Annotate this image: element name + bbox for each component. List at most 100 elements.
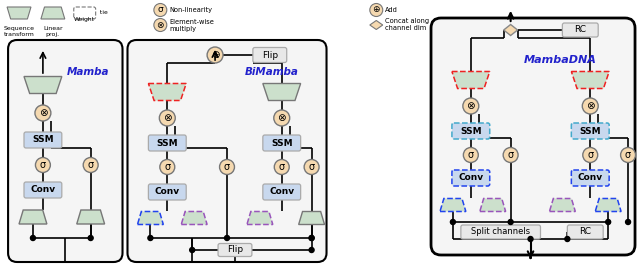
Circle shape xyxy=(88,236,93,241)
Text: SSM: SSM xyxy=(579,126,601,135)
FancyBboxPatch shape xyxy=(263,135,301,151)
Circle shape xyxy=(148,236,153,241)
Circle shape xyxy=(528,236,533,241)
Text: Sequence
transform: Sequence transform xyxy=(4,26,35,37)
FancyBboxPatch shape xyxy=(567,225,603,239)
FancyBboxPatch shape xyxy=(24,132,62,148)
Text: Flip: Flip xyxy=(262,51,278,60)
Text: ⊕: ⊕ xyxy=(211,50,220,60)
FancyBboxPatch shape xyxy=(452,170,490,186)
FancyBboxPatch shape xyxy=(572,123,609,139)
Text: σ: σ xyxy=(625,150,631,160)
Text: RC: RC xyxy=(574,25,586,34)
FancyBboxPatch shape xyxy=(253,47,287,63)
Polygon shape xyxy=(299,211,324,224)
Circle shape xyxy=(159,110,175,126)
Text: Flip: Flip xyxy=(227,245,243,254)
Polygon shape xyxy=(550,198,575,211)
Circle shape xyxy=(582,98,598,114)
Text: ⊕: ⊕ xyxy=(372,6,380,15)
Text: σ: σ xyxy=(164,162,170,172)
Polygon shape xyxy=(181,211,207,224)
Text: Concat along
channel dim: Concat along channel dim xyxy=(385,19,429,32)
FancyBboxPatch shape xyxy=(127,40,326,262)
FancyBboxPatch shape xyxy=(431,18,635,255)
Circle shape xyxy=(274,110,290,126)
Text: ⊗: ⊗ xyxy=(157,20,164,29)
Circle shape xyxy=(451,219,456,224)
Text: ⊗: ⊗ xyxy=(277,113,286,123)
Text: RC: RC xyxy=(579,227,591,236)
FancyBboxPatch shape xyxy=(148,135,186,151)
Polygon shape xyxy=(595,198,621,211)
Text: σ: σ xyxy=(224,162,230,172)
Text: Conv: Conv xyxy=(269,188,294,197)
Text: Linear
proj.: Linear proj. xyxy=(43,26,63,37)
Circle shape xyxy=(621,148,636,162)
Circle shape xyxy=(207,47,223,63)
Text: SSM: SSM xyxy=(32,135,54,144)
Text: ⊗: ⊗ xyxy=(38,108,47,118)
Circle shape xyxy=(309,248,314,253)
Polygon shape xyxy=(19,210,47,224)
Circle shape xyxy=(220,160,234,174)
Text: ⊗: ⊗ xyxy=(163,113,172,123)
FancyBboxPatch shape xyxy=(461,225,541,239)
Circle shape xyxy=(304,160,319,174)
Circle shape xyxy=(309,236,314,241)
Text: MambaDNA: MambaDNA xyxy=(524,55,597,65)
FancyBboxPatch shape xyxy=(24,182,62,198)
Circle shape xyxy=(35,157,51,173)
Text: Mamba: Mamba xyxy=(67,67,109,77)
Polygon shape xyxy=(572,72,609,89)
Text: Split channels: Split channels xyxy=(471,227,531,236)
Text: Conv: Conv xyxy=(458,174,483,183)
Polygon shape xyxy=(480,198,506,211)
Text: σ: σ xyxy=(278,162,285,172)
FancyBboxPatch shape xyxy=(8,40,122,262)
Text: σ: σ xyxy=(308,162,315,172)
Circle shape xyxy=(565,236,570,241)
FancyBboxPatch shape xyxy=(563,23,598,37)
Polygon shape xyxy=(24,77,62,94)
Text: tie: tie xyxy=(98,11,108,15)
Circle shape xyxy=(83,157,98,173)
Text: ⊗: ⊗ xyxy=(467,101,475,111)
Text: σ: σ xyxy=(587,150,593,160)
Text: σ: σ xyxy=(40,160,46,170)
Circle shape xyxy=(508,219,513,224)
FancyBboxPatch shape xyxy=(148,184,186,200)
FancyBboxPatch shape xyxy=(572,170,609,186)
Circle shape xyxy=(154,3,167,16)
Circle shape xyxy=(463,98,479,114)
Text: σ: σ xyxy=(508,150,514,160)
Polygon shape xyxy=(41,7,65,19)
FancyBboxPatch shape xyxy=(452,123,490,139)
Text: SSM: SSM xyxy=(157,139,178,148)
Text: Weight: Weight xyxy=(74,17,95,23)
Polygon shape xyxy=(247,211,273,224)
Text: Conv: Conv xyxy=(30,186,56,195)
Text: Add: Add xyxy=(385,7,398,13)
Circle shape xyxy=(503,148,518,162)
Circle shape xyxy=(605,219,611,224)
Circle shape xyxy=(189,248,195,253)
Text: Conv: Conv xyxy=(578,174,603,183)
Polygon shape xyxy=(263,83,301,100)
Polygon shape xyxy=(77,210,104,224)
Text: σ: σ xyxy=(468,150,474,160)
Polygon shape xyxy=(440,198,466,211)
Text: σ: σ xyxy=(88,160,93,170)
Circle shape xyxy=(583,148,598,162)
Text: Non-linearity: Non-linearity xyxy=(170,7,212,13)
Polygon shape xyxy=(452,72,490,89)
Polygon shape xyxy=(7,7,31,19)
Polygon shape xyxy=(504,24,518,36)
FancyBboxPatch shape xyxy=(218,244,252,257)
Circle shape xyxy=(31,236,35,241)
Polygon shape xyxy=(138,211,163,224)
Text: σ: σ xyxy=(157,6,163,15)
Text: SSM: SSM xyxy=(271,139,292,148)
Text: Element-wise
multiply: Element-wise multiply xyxy=(170,19,214,32)
Circle shape xyxy=(625,219,630,224)
